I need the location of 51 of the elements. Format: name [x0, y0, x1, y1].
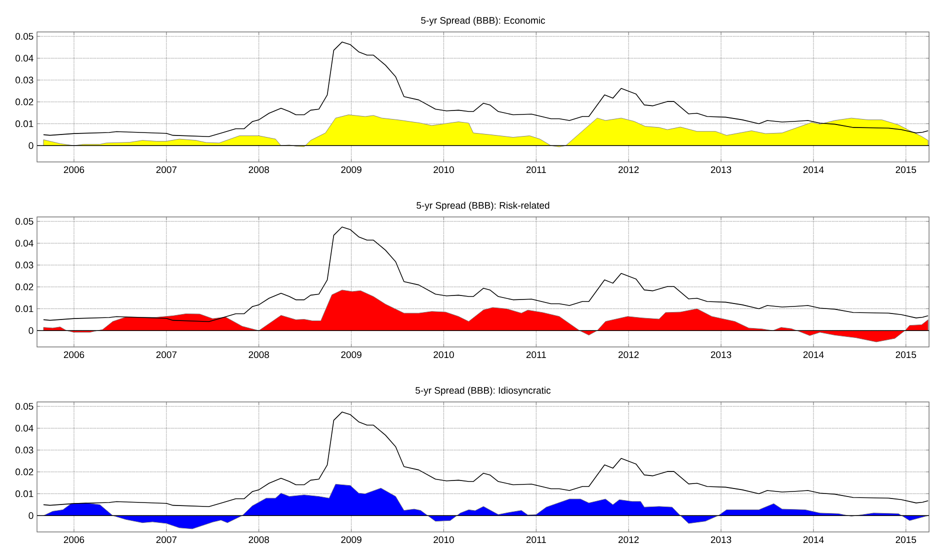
x-tick-label: 2013 [710, 536, 732, 544]
x-tick-label: 2010 [434, 166, 454, 174]
chart-title: 5-yr Spread (BBB): Economic [421, 16, 546, 26]
x-tick-label: 2008 [248, 166, 270, 174]
y-tick-label: 0.05 [16, 218, 34, 225]
x-tick-label: 2007 [156, 351, 177, 358]
x-tick-label: 2007 [156, 166, 177, 174]
x-tick-label: 2011 [526, 536, 546, 544]
x-tick-label: 2013 [710, 351, 732, 358]
x-tick-label: 2014 [803, 166, 824, 174]
x-tick-label: 2010 [434, 536, 454, 544]
x-tick-label: 2008 [248, 536, 270, 544]
x-tick-label: 2015 [896, 351, 916, 358]
x-tick-label: 2010 [434, 351, 454, 358]
y-tick-label: 0 [28, 512, 34, 519]
y-tick-label: 0.04 [16, 240, 34, 247]
x-tick-label: 2006 [64, 166, 84, 174]
x-tick-label: 2006 [64, 351, 84, 358]
y-tick-label: 0.01 [16, 305, 34, 312]
x-tick-label: 2011 [526, 351, 546, 358]
y-tick-label: 0.04 [16, 54, 34, 62]
x-tick-label: 2014 [803, 536, 824, 544]
y-tick-label: 0.01 [16, 490, 34, 498]
x-tick-label: 2014 [803, 351, 824, 358]
x-tick-label: 2008 [248, 351, 270, 358]
y-tick-label: 0.03 [16, 262, 34, 268]
y-tick-label: 0 [28, 327, 34, 334]
x-tick-label: 2011 [526, 166, 546, 174]
x-tick-label: 2007 [156, 536, 177, 544]
y-tick-label: 0.04 [16, 424, 34, 432]
x-tick-label: 2012 [618, 351, 639, 358]
x-tick-label: 2009 [341, 166, 362, 174]
x-tick-label: 2009 [341, 351, 362, 358]
x-tick-label: 2006 [64, 536, 84, 544]
chart-title: 5-yr Spread (BBB): Idiosyncratic [416, 386, 551, 396]
y-tick-label: 0.02 [16, 284, 34, 290]
y-tick-label: 0.03 [16, 76, 34, 84]
y-tick-label: 0.01 [16, 120, 34, 128]
x-tick-label: 2012 [618, 166, 639, 174]
y-tick-label: 0.02 [16, 98, 34, 106]
x-tick-label: 2012 [618, 536, 639, 544]
chart-title: 5-yr Spread (BBB): Risk-related [416, 202, 550, 211]
y-tick-label: 0 [28, 142, 34, 149]
x-tick-label: 2015 [896, 166, 916, 174]
y-tick-label: 0.03 [16, 446, 34, 454]
x-tick-label: 2009 [341, 536, 362, 544]
x-tick-label: 2015 [896, 536, 916, 544]
y-tick-label: 0.05 [16, 32, 34, 40]
y-tick-label: 0.02 [16, 468, 34, 476]
y-tick-label: 0.05 [16, 402, 34, 410]
x-tick-label: 2013 [710, 166, 732, 174]
